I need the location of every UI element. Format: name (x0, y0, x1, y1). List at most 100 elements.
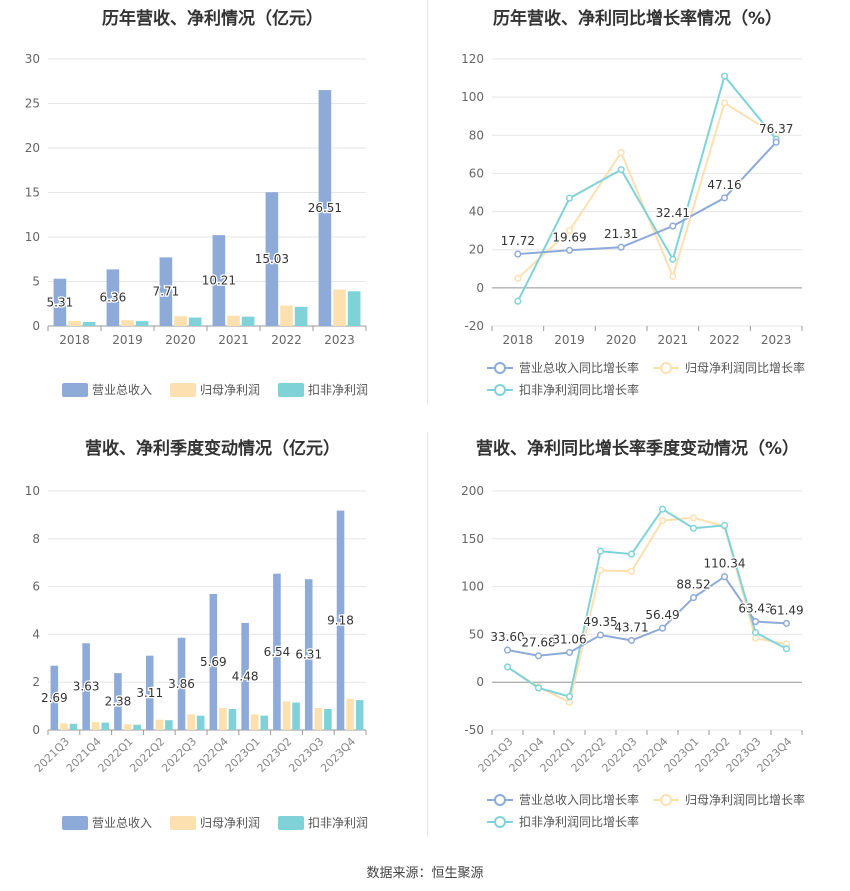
y-tick-label: 0 (32, 723, 40, 737)
y-tick-label: 2 (32, 675, 40, 689)
y-tick-label: -20 (464, 319, 484, 333)
bar-net-profit (68, 321, 81, 326)
data-point (669, 272, 677, 280)
data-label: 31.06 (552, 633, 586, 647)
data-label: 49.35 (583, 615, 617, 629)
x-tick-label: 2020 (165, 333, 196, 347)
bar-net-profit (91, 722, 100, 730)
chart-canvas: -20 0 20 40 60 80 100 120 2018 2019 2020 2021 2022 20… (461, 52, 805, 397)
x-tick-label: 2023 (324, 333, 355, 347)
bar-revenue (273, 573, 281, 730)
legend-label: 营业总收入 (92, 816, 152, 830)
bar-revenue (318, 90, 332, 326)
bar-revenue (159, 257, 173, 326)
bar-net-profit (123, 724, 132, 730)
bar-net-profit (155, 719, 164, 730)
y-tick-label: 6 (32, 580, 40, 594)
data-label: 15.03 (255, 252, 289, 266)
legend-swatch (278, 816, 304, 830)
bar-deducted-profit (69, 723, 78, 730)
data-label: 63.43 (738, 602, 772, 616)
chart-canvas: -500501001502002021Q32021Q42022Q12022Q22… (461, 484, 805, 829)
data-point (596, 631, 605, 639)
data-point (720, 194, 729, 202)
bar-net-profit (121, 320, 134, 326)
bar-deducted-profit (241, 316, 255, 326)
bar-deducted-profit (292, 702, 300, 730)
legend-swatch (170, 383, 196, 397)
data-point (782, 645, 791, 653)
data-point (617, 148, 625, 156)
data-point (534, 684, 543, 692)
data-point (689, 514, 698, 522)
legend-swatch (278, 383, 304, 397)
bar-net-profit (250, 714, 259, 730)
data-point (658, 624, 667, 632)
y-tick-label: 50 (469, 627, 484, 641)
data-point (565, 194, 574, 202)
bar-net-profit (314, 708, 323, 730)
legend-label: 营业总收入 (92, 383, 152, 397)
y-tick-label: 60 (469, 166, 484, 180)
data-label: 6.31 (295, 648, 322, 662)
bar-revenue (177, 637, 186, 730)
legend-label: 扣非净利润同比增长率 (519, 814, 639, 829)
data-label: 43.71 (614, 620, 648, 634)
data-label: 61.49 (769, 603, 803, 617)
legend-label: 营业总收入同比增长率 (519, 360, 639, 375)
data-point (782, 619, 791, 627)
bar-deducted-profit (355, 700, 364, 730)
y-tick-label: 0 (32, 319, 40, 333)
chart-annual-revenue-profit: 历年营收、净利情况（亿元） 0 5 10 15 20 25 30 2018 2019 2020 20… (0, 0, 425, 410)
data-point (689, 524, 698, 532)
data-label: 17.72 (501, 234, 535, 248)
x-tick-label: 2023 (761, 333, 792, 347)
bar-revenue (53, 278, 67, 326)
data-point (514, 297, 522, 305)
bar-deducted-profit (324, 708, 332, 730)
bar-revenue (106, 269, 120, 326)
y-tick-label: 10 (25, 230, 40, 244)
data-label: 2.69 (41, 691, 68, 705)
data-point (565, 698, 574, 706)
data-label: 88.52 (676, 578, 710, 592)
data-point (503, 663, 512, 671)
chart-annual-growth-rate: 历年营收、净利同比增长率情况（%） -20 0 20 40 60 80 100 120 2018… (425, 0, 850, 410)
bar-net-profit (346, 698, 354, 730)
bar-net-profit (219, 708, 227, 730)
data-point (565, 692, 574, 701)
data-point (658, 505, 667, 513)
data-label: 6.36 (100, 291, 127, 305)
y-tick-label: -50 (464, 723, 484, 737)
bar-deducted-profit (228, 708, 237, 730)
bar-deducted-profit (294, 306, 308, 326)
legend-marker (660, 794, 672, 806)
chart-canvas: 02468102021Q32021Q42022Q12022Q22022Q3202… (25, 484, 368, 830)
bar-revenue (145, 655, 154, 730)
legend-label: 归母净利润 (200, 816, 260, 830)
series-line-deducted-growth (516, 74, 777, 302)
bar-net-profit (282, 701, 291, 730)
data-point (627, 550, 636, 558)
legend-marker (494, 816, 506, 828)
divider-vertical (427, 0, 428, 405)
legend-label: 归母净利润 (200, 383, 260, 397)
data-label: 32.41 (656, 206, 690, 220)
x-tick-label: 2018 (503, 333, 534, 347)
data-point (565, 246, 574, 254)
legend-marker (494, 362, 506, 374)
data-point (596, 566, 605, 574)
y-tick-label: 40 (469, 205, 484, 219)
legend-swatch (62, 816, 88, 830)
y-tick-label: 30 (25, 52, 40, 66)
data-label: 3.63 (73, 680, 100, 694)
y-tick-label: 10 (25, 484, 40, 498)
data-label: 27.68 (521, 636, 555, 650)
chart-title: 营收、净利同比增长率季度变动情况（%） (475, 439, 800, 459)
data-label: 3.11 (136, 686, 163, 700)
data-label: 2.38 (105, 695, 132, 709)
bar-revenue (82, 643, 90, 730)
data-label: 7.71 (153, 285, 180, 299)
series-line-revenue-growth (517, 141, 777, 256)
x-tick-label: 2019 (554, 333, 585, 347)
